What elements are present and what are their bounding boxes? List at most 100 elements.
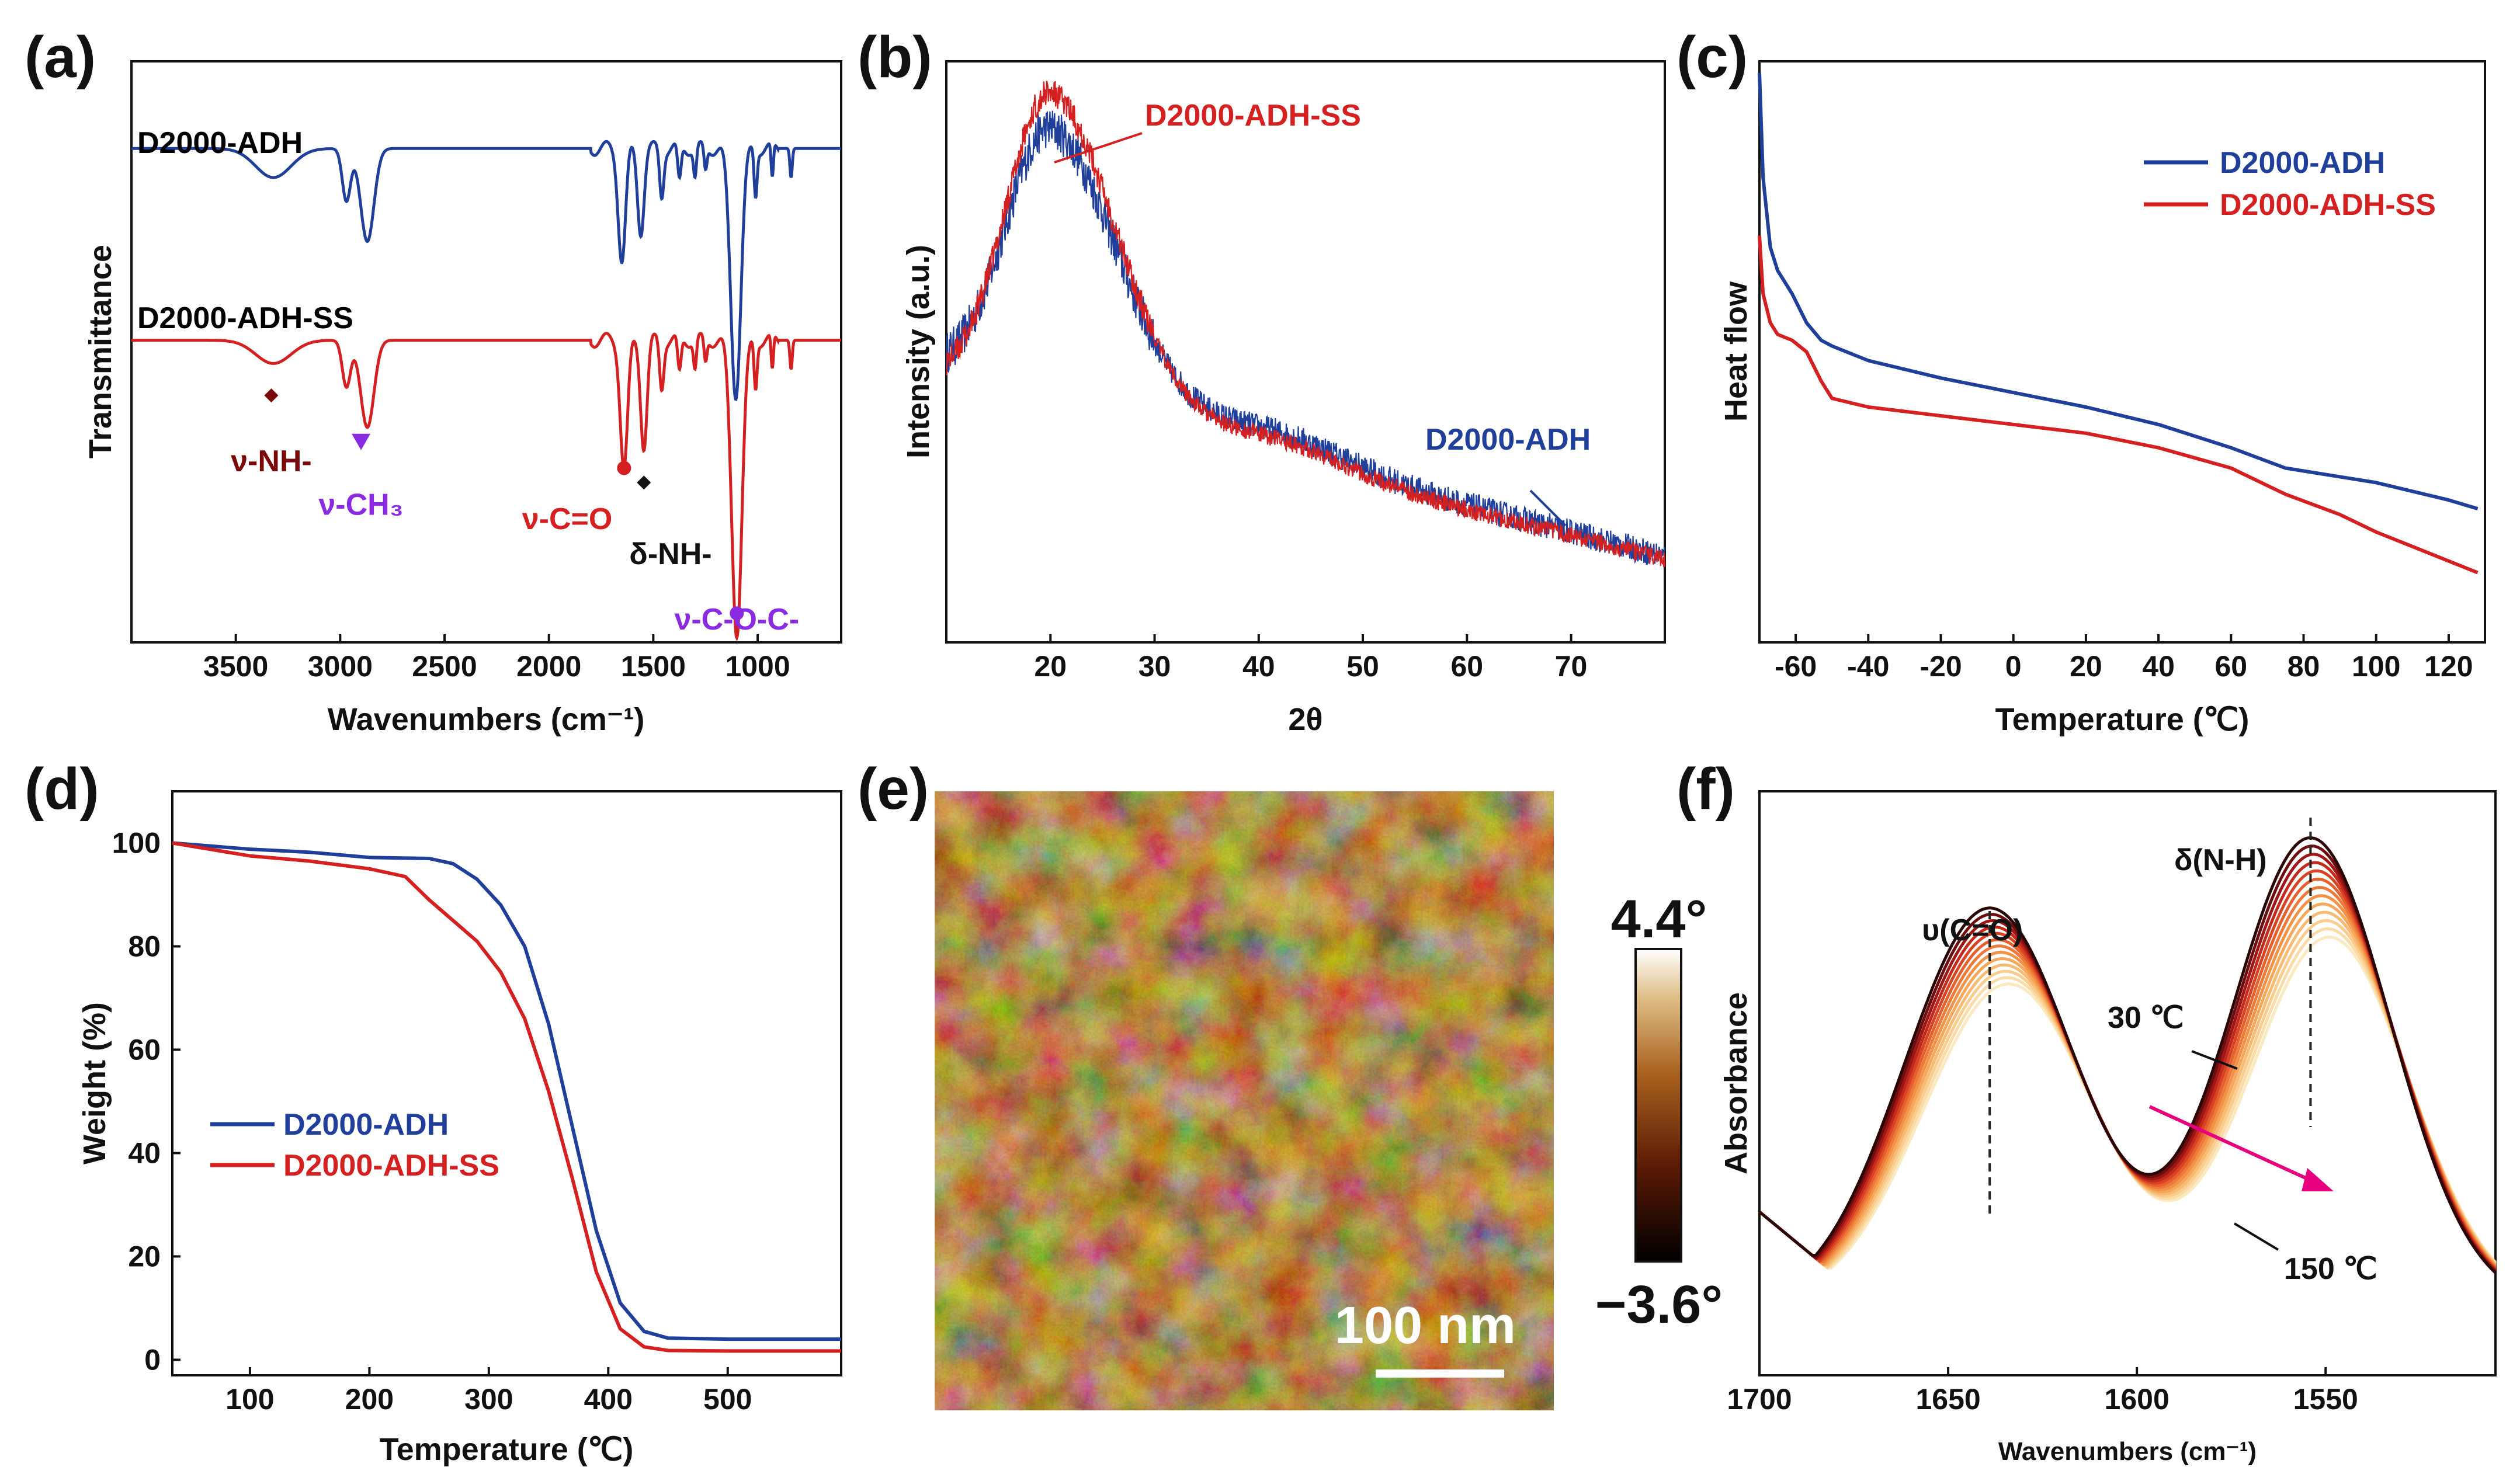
series-line-b-1 [946, 81, 1666, 568]
x-tick-label: 500 [703, 1383, 752, 1416]
y-axis-label-b: Intensity (a.u.) [901, 245, 936, 458]
panel-label-f: (f) [1676, 756, 1735, 822]
x-tick-label: 1700 [1727, 1383, 1792, 1416]
annotation-a-1: ν-CH₃ [318, 488, 403, 522]
plot-frame-c [1758, 60, 2486, 644]
series-line-c-0 [1758, 72, 2479, 510]
series-label-b-adh-ss: D2000-ADH-SS [1145, 99, 1361, 133]
label-f-t-end: 150 ℃ [2284, 1252, 2377, 1286]
x-tick-label: 1600 [2105, 1383, 2170, 1416]
legend-text-c-adh-ss: D2000-ADH-SS [2220, 188, 2436, 222]
plot-frame-d [171, 790, 842, 1376]
legend-text-c-adh: D2000-ADH [2220, 146, 2385, 180]
plot-frame-b [945, 60, 1666, 644]
x-tick-label: 1000 [725, 650, 790, 683]
y-tick-label: 20 [128, 1240, 161, 1273]
x-tick-label: 40 [2142, 650, 2175, 683]
annotation-a-3: δ-NH- [629, 537, 711, 571]
plot-frame-f [1758, 790, 2497, 1376]
x-tick-label: 30 [1138, 650, 1171, 683]
colorbar [1634, 948, 1682, 1263]
series-label-a-adh-ss: D2000-ADH-SS [137, 301, 353, 335]
x-tick-label: 400 [584, 1383, 633, 1416]
leader-line-b-adh [1529, 489, 1567, 527]
series-line-b-0 [945, 110, 1666, 565]
afm-image-panel: 100 nm 4.4° −3.6° [935, 791, 1723, 1410]
legend-text-d-adh: D2000-ADH [283, 1108, 449, 1142]
series-line-d-0 [172, 841, 841, 1341]
x-axis-label-b: 2θ [1288, 702, 1323, 737]
marker-circle [617, 461, 631, 475]
annotation-a-0: ν-NH- [231, 444, 312, 478]
x-tick-label: 3500 [203, 650, 268, 683]
plot-frame-a [130, 60, 842, 644]
x-tick-label: 80 [2288, 650, 2320, 683]
x-tick-label: 0 [2005, 650, 2022, 683]
panel-label-a: (a) [25, 25, 96, 90]
annotation-a-4: ν-C-O-C- [674, 603, 799, 637]
x-tick-label: -60 [1775, 650, 1817, 683]
annotation-a-2: ν-C=O [522, 502, 613, 536]
panel-label-c: (c) [1676, 25, 1748, 90]
series-line-f-12 [1758, 836, 2497, 1274]
marker-diamond [264, 388, 279, 403]
panel-label-b: (b) [858, 25, 932, 90]
x-tick-label: -20 [1919, 650, 1962, 683]
x-axis-label-d: Temperature (℃) [380, 1432, 634, 1467]
x-tick-label: 20 [1034, 650, 1067, 683]
series-line-a-1 [131, 332, 841, 642]
leader-line-f-start [2191, 1050, 2238, 1070]
label-f-co: υ(C=O) [1922, 913, 2023, 947]
colorbar-min-label: −3.6° [1595, 1275, 1723, 1334]
series-line-c-1 [1758, 235, 2479, 575]
y-axis-label-c: Heat flow [1719, 281, 1754, 422]
afm-phase-texture [935, 791, 1554, 1410]
x-tick-label: 60 [2214, 650, 2247, 683]
y-axis-label-f: Absorbance [1719, 992, 1754, 1174]
x-axis-label-a: Wavenumbers (cm⁻¹) [328, 702, 645, 737]
y-tick-label: 80 [128, 930, 161, 962]
x-tick-label: 40 [1242, 650, 1275, 683]
x-tick-label: 60 [1450, 650, 1483, 683]
y-tick-label: 100 [112, 826, 161, 859]
y-tick-label: 0 [144, 1343, 161, 1376]
label-f-t-start: 30 ℃ [2108, 1001, 2184, 1035]
series-label-b-adh: D2000-ADH [1425, 423, 1591, 457]
chart-a: 3500 3000 2500 2000 1500 1000 Wavenumbers (cm… [83, 60, 842, 737]
temperature-arrow-head [2302, 1168, 2334, 1191]
x-tick-label: 1500 [621, 650, 686, 683]
chart-d: 100 200 300 400 500 0 20 40 60 80 100 Temperature … [77, 790, 842, 1467]
y-axis-label-a: Transmittance [83, 245, 118, 458]
chart-c: -60 -40 -20 0 20 40 60 80 100 120 Temperature (℃)… [1719, 60, 2486, 737]
legend-text-d-adh-ss: D2000-ADH-SS [283, 1149, 499, 1183]
x-tick-label: 1550 [2293, 1383, 2358, 1416]
x-axis-label-c: Temperature (℃) [1995, 702, 2250, 737]
series-line-a-0 [131, 140, 841, 401]
x-tick-label: 100 [2352, 650, 2400, 683]
x-tick-label: 50 [1346, 650, 1379, 683]
y-axis-label-d: Weight (%) [77, 1002, 112, 1164]
chart-b: 20 30 40 50 60 70 2θ Intensity (a.u.) D2000-A… [901, 60, 1666, 737]
x-tick-label: 300 [464, 1383, 513, 1416]
y-tick-label: 40 [128, 1136, 161, 1169]
leader-line-f-end [2233, 1222, 2279, 1251]
x-axis-label-f: Wavenumbers (cm⁻¹) [1998, 1437, 2257, 1466]
x-tick-label: 70 [1555, 650, 1588, 683]
scale-bar-label: 100 nm [1335, 1296, 1516, 1355]
x-tick-label: 2000 [516, 650, 581, 683]
marker-circle [730, 606, 744, 621]
marker-triangle [352, 433, 371, 450]
marker-diamond [637, 475, 651, 490]
x-tick-label: 2500 [412, 650, 477, 683]
x-tick-label: -40 [1847, 650, 1889, 683]
panel-label-d: (d) [25, 756, 99, 822]
series-line-f-0 [1758, 935, 2497, 1270]
series-label-a-adh: D2000-ADH [137, 126, 303, 160]
x-tick-label: 100 [225, 1383, 274, 1416]
x-tick-label: 120 [2424, 650, 2473, 683]
x-tick-label: 200 [345, 1383, 394, 1416]
series-line-d-1 [172, 841, 841, 1353]
x-tick-label: 3000 [308, 650, 373, 683]
x-tick-label: 20 [2070, 650, 2102, 683]
